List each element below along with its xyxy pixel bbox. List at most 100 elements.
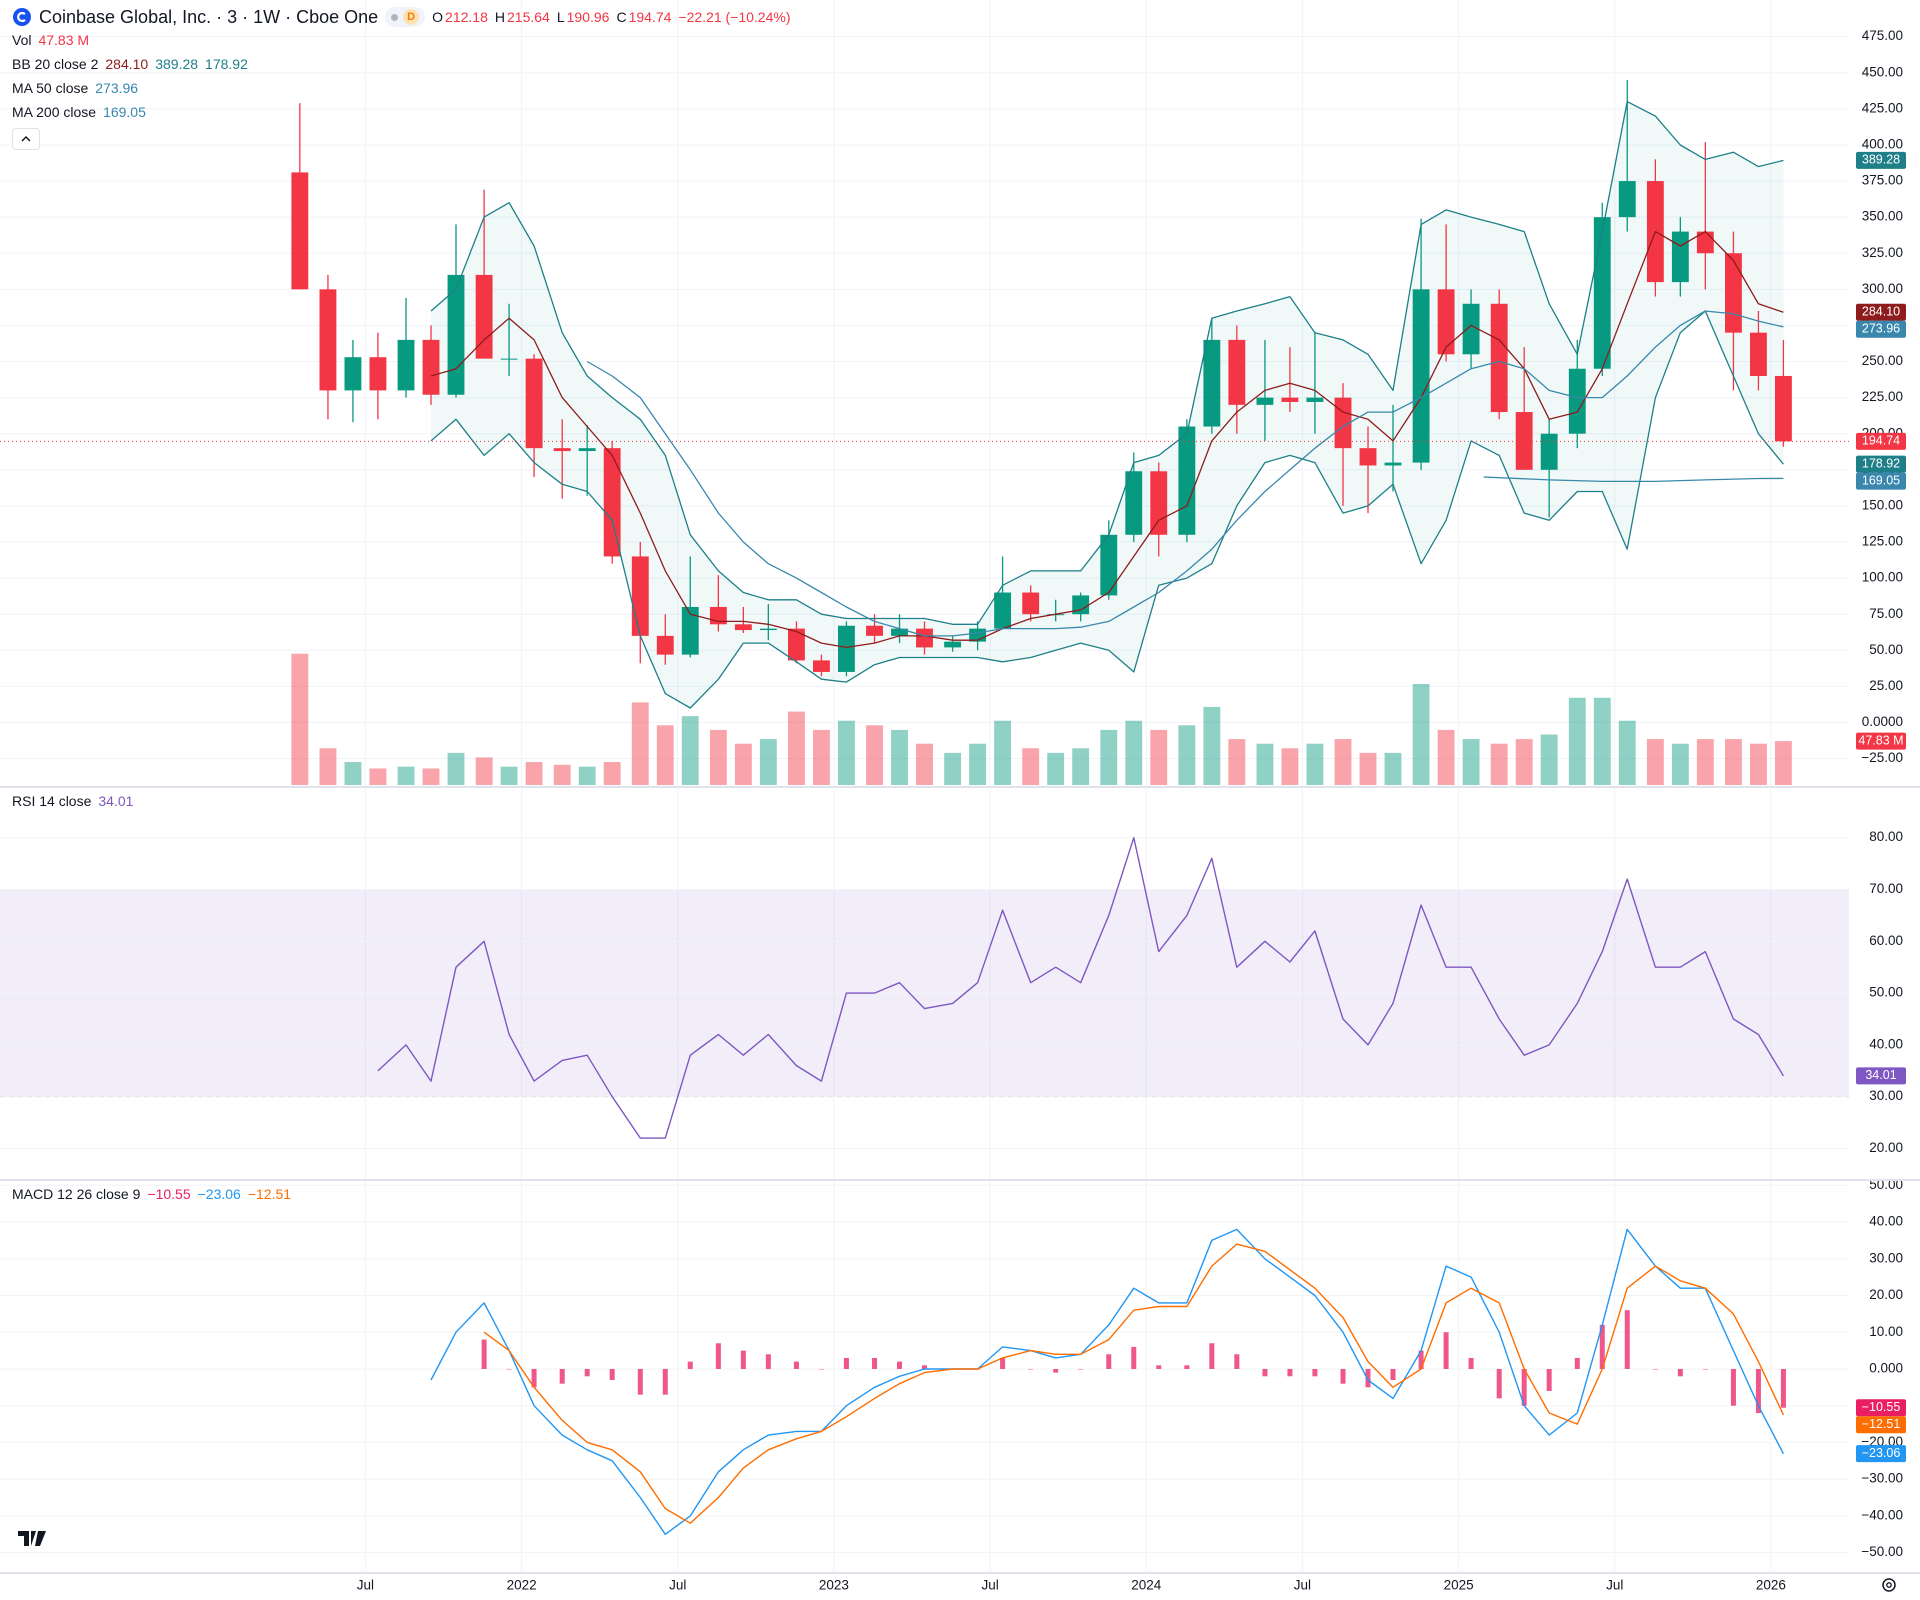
volume-bar — [319, 748, 337, 785]
histogram-bar — [1521, 1368, 1527, 1406]
candle-body — [447, 274, 465, 395]
macd-line — [430, 1228, 1785, 1536]
volume-bar — [1150, 729, 1168, 785]
indicator-legend: MA 50 close 273.96 — [12, 80, 138, 96]
y-tick-label: 50.00 — [1869, 985, 1903, 1000]
price-tag-label: 389.28 — [1862, 153, 1900, 167]
histogram-bar — [1312, 1368, 1318, 1377]
volume-bar — [369, 768, 387, 785]
histogram-bar — [1468, 1357, 1474, 1369]
candle-body — [1671, 231, 1689, 283]
candle-body — [1412, 289, 1430, 463]
legend-value: 47.83 M — [38, 32, 90, 48]
volume-bar — [1462, 739, 1480, 785]
volume-bar — [1072, 748, 1090, 785]
x-tick-label: Jul — [981, 1578, 998, 1593]
candle-body — [891, 628, 908, 636]
histogram-bar — [662, 1368, 668, 1395]
candle-body — [475, 274, 493, 359]
volume-bar — [475, 757, 493, 785]
y-tick-label: −25.00 — [1861, 750, 1903, 765]
candle-body — [734, 624, 752, 631]
histogram-bar — [1340, 1368, 1346, 1384]
histogram-bar — [1755, 1368, 1761, 1414]
chevron-icon — [21, 135, 31, 142]
price-tag — [1856, 1067, 1906, 1085]
candle-body — [681, 606, 699, 655]
histogram-bar — [1028, 1368, 1034, 1370]
histogram-bar — [1443, 1332, 1449, 1369]
x-tick-label: 2026 — [1756, 1578, 1786, 1593]
price-tag — [1856, 320, 1906, 338]
histogram-bar — [1262, 1368, 1268, 1377]
brand-logo[interactable] — [16, 1528, 48, 1550]
ohlc-label: C — [616, 9, 627, 25]
candle-body — [656, 635, 674, 655]
price-tag-label: 34.01 — [1865, 1068, 1896, 1082]
y-tick-label: 225.00 — [1862, 389, 1903, 404]
volume-bar — [1334, 739, 1352, 785]
volume-bar — [291, 653, 309, 785]
histogram-bar — [506, 1368, 512, 1370]
price-tag-label: 273.96 — [1862, 322, 1900, 336]
settings-icon[interactable] — [1878, 1574, 1900, 1596]
histogram-bar — [1078, 1368, 1084, 1370]
y-tick-label: 400.00 — [1862, 137, 1903, 152]
candle-body — [916, 628, 933, 648]
indicator-line — [430, 100, 1784, 625]
y-tick-label: 425.00 — [1862, 100, 1903, 115]
volume-bar — [1306, 743, 1324, 785]
price-tag — [1856, 455, 1906, 473]
symbol-header: Coinbase Global, Inc. · 3 · 1W · Cboe On… — [12, 6, 791, 28]
y-tick-label: −50.00 — [1861, 1544, 1903, 1559]
volume-bar — [1749, 743, 1767, 785]
histogram-bar — [1156, 1365, 1162, 1369]
legend-value: 34.01 — [98, 793, 134, 809]
price-tag-label: 178.92 — [1862, 456, 1900, 470]
candle-body — [944, 641, 962, 648]
price-tag-label: 194.74 — [1862, 434, 1900, 448]
candle-body — [1203, 339, 1221, 427]
histogram-bar — [637, 1368, 643, 1395]
candle-body — [319, 289, 337, 391]
histogram-bar — [793, 1361, 799, 1369]
candle-body — [1490, 303, 1508, 413]
legend-value: 389.28 — [155, 56, 199, 72]
histogram-bar — [872, 1357, 878, 1369]
candle-body — [369, 357, 387, 391]
histogram-bar — [843, 1357, 849, 1369]
histogram-bar — [1184, 1365, 1190, 1369]
candle-body — [1725, 253, 1742, 333]
volume-bar — [631, 702, 649, 785]
volume-bar — [944, 752, 962, 785]
volume-bar — [447, 752, 465, 785]
y-tick-label: 350.00 — [1862, 209, 1903, 224]
ohlc-label: L — [556, 9, 565, 25]
indicator-line — [1483, 476, 1784, 483]
volume-bar — [525, 762, 543, 785]
macd-legend: MACD 12 26 close 9 −10.55 −23.06 −12.51 — [12, 1186, 291, 1202]
volume-bar — [1774, 741, 1792, 785]
volume-bar — [1384, 752, 1402, 785]
volume-bar — [1281, 748, 1299, 785]
price-tag — [1856, 432, 1906, 450]
legend-name: Vol — [12, 32, 32, 48]
candle-body — [788, 628, 805, 661]
volume-legend: Vol 47.83 M — [12, 32, 89, 48]
y-tick-label: 70.00 — [1869, 881, 1903, 896]
y-tick-label: 25.00 — [1869, 678, 1903, 693]
indicator-line — [430, 230, 1784, 649]
market-status[interactable]: D — [385, 7, 426, 27]
y-tick-label: 375.00 — [1862, 173, 1903, 188]
histogram-bar — [1234, 1354, 1240, 1369]
legend-value: 273.96 — [95, 80, 139, 96]
y-tick-label: 60.00 — [1869, 933, 1903, 948]
collapse-legend-button[interactable] — [12, 128, 40, 150]
x-tick-label: 2025 — [1444, 1578, 1474, 1593]
volume-bar — [1256, 743, 1274, 785]
candle-body — [422, 339, 440, 395]
y-tick-label: −40.00 — [1861, 1507, 1903, 1522]
histogram-bar — [1053, 1368, 1059, 1373]
rsi-legend: RSI 14 close 34.01 — [12, 793, 133, 809]
ohlc-value: 194.74 — [628, 9, 672, 25]
